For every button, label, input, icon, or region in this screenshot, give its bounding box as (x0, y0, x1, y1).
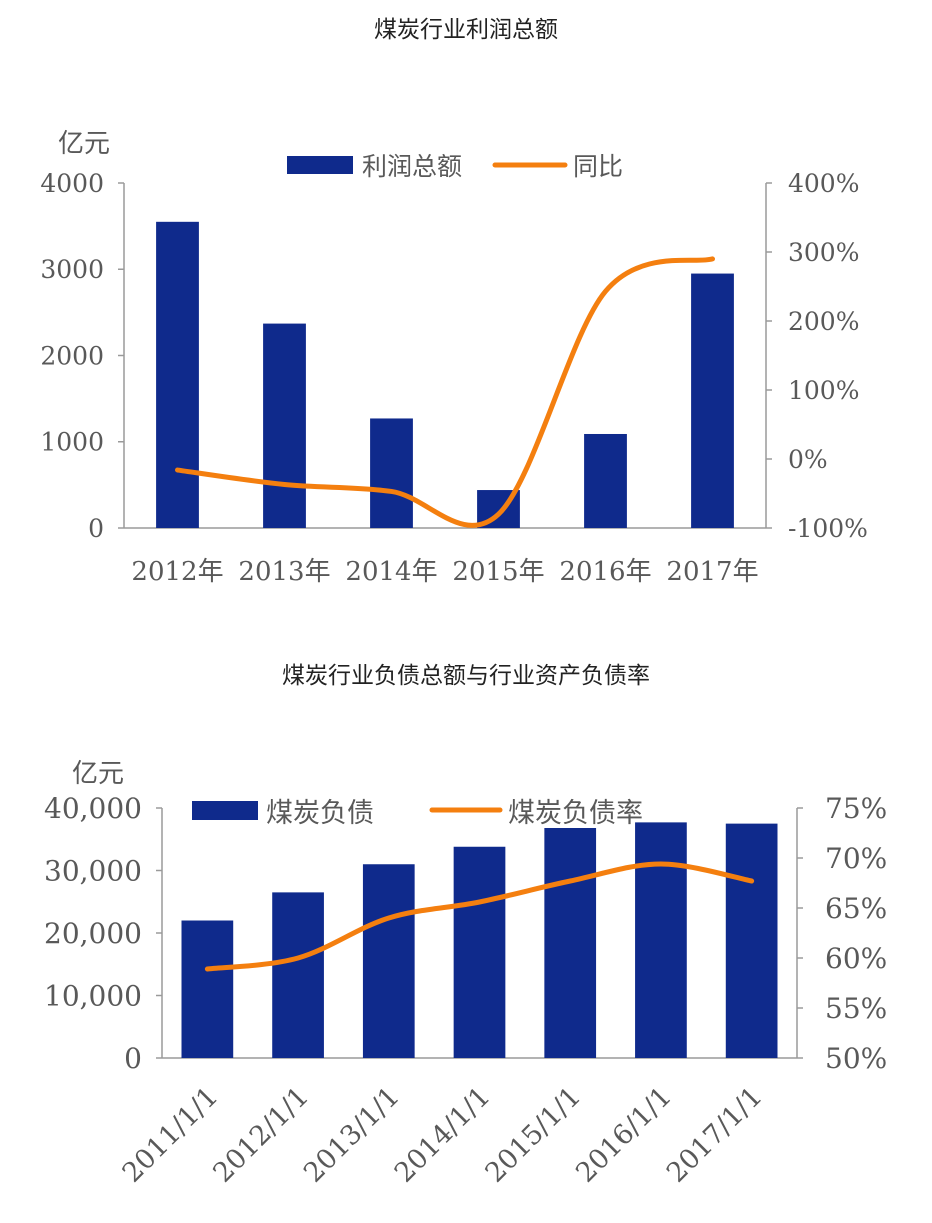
bar (272, 892, 324, 1058)
legend-bar-label: 利润总额 (362, 152, 462, 181)
legend-bar-swatch (192, 801, 258, 820)
right-tick-label: 400% (788, 169, 859, 198)
left-tick-label: 0 (88, 514, 104, 543)
x-tick-label: 2012/1/1 (207, 1081, 315, 1189)
x-tick-label: 2014/1/1 (389, 1081, 497, 1189)
chart-2-legend: 煤炭负债 煤炭负债率 (192, 798, 643, 829)
x-tick-label: 2017/1/1 (661, 1081, 769, 1189)
right-tick-label: 70% (825, 842, 887, 875)
bar (584, 433, 627, 528)
legend-bar-label: 煤炭负债 (266, 798, 374, 829)
bar (691, 273, 734, 528)
chart-1-title: 煤炭行业利润总额 (374, 17, 558, 43)
right-tick-label: -100% (788, 514, 868, 543)
chart-1-growth-line (175, 256, 715, 528)
bar (725, 823, 778, 1058)
chart-2-x-labels: 2011/1/12012/1/12013/1/12014/1/12015/1/1… (117, 1081, 769, 1189)
chart-1-right-ticks: 400% 300% 200% 100% 0% -100% (766, 169, 868, 543)
left-tick-label: 0 (124, 1042, 142, 1075)
legend-line-label: 煤炭负债率 (508, 798, 643, 829)
legend-line-label: 同比 (573, 152, 623, 181)
x-tick-label: 2015/1/1 (479, 1081, 587, 1189)
left-tick-label: 3000 (40, 255, 104, 284)
right-tick-label: 300% (788, 238, 859, 267)
x-tick-label: 2012年 (131, 557, 223, 587)
x-tick-label: 2014年 (345, 557, 437, 587)
left-tick-label: 4000 (40, 169, 104, 198)
x-tick-label: 2017年 (666, 557, 758, 587)
bar (263, 323, 306, 528)
chart-1-legend: 利润总额 同比 (287, 152, 623, 181)
bar (544, 828, 597, 1058)
x-tick-label: 2016年 (559, 557, 651, 587)
left-tick-label: 10,000 (44, 979, 142, 1012)
right-tick-label: 55% (825, 992, 887, 1025)
chart-1-bars (156, 221, 734, 528)
left-tick-label: 1000 (40, 428, 104, 457)
right-tick-label: 60% (825, 942, 887, 975)
chart-2-ratio-line (204, 861, 755, 972)
left-tick-label: 20,000 (44, 917, 142, 950)
right-tick-label: 100% (788, 376, 859, 405)
bar (370, 418, 413, 528)
chart-2-right-ticks: 75% 70% 65% 60% 55% 50% (797, 792, 887, 1075)
x-tick-label: 2013/1/1 (298, 1081, 406, 1189)
bar (453, 846, 506, 1058)
right-tick-label: 200% (788, 307, 859, 336)
x-tick-label: 2016/1/1 (570, 1081, 678, 1189)
right-tick-label: 75% (825, 792, 887, 825)
bar (181, 920, 234, 1058)
bar (156, 221, 199, 528)
left-tick-label: 2000 (40, 341, 104, 370)
right-tick-label: 65% (825, 892, 887, 925)
left-tick-label: 30,000 (44, 854, 142, 887)
legend-bar-swatch (287, 156, 353, 174)
chart-1-x-labels: 2012年 2013年 2014年 2015年 2016年 2017年 (131, 557, 758, 587)
left-tick-label: 40,000 (44, 792, 142, 825)
x-tick-label: 2015年 (452, 557, 544, 587)
right-tick-label: 0% (788, 445, 828, 474)
bar (362, 864, 415, 1058)
chart-2-title: 煤炭行业负债总额与行业资产负债率 (282, 663, 650, 689)
x-tick-label: 2011/1/1 (117, 1081, 225, 1189)
right-tick-label: 50% (825, 1042, 887, 1075)
chart-1-unit-label: 亿元 (58, 129, 110, 159)
bar (635, 822, 687, 1058)
chart-1-left-ticks: 4000 3000 2000 1000 0 (40, 169, 124, 543)
profit-chart: 亿元 4000 3000 2000 1000 0 400% 300% 200% 100% 0% -… (40, 129, 868, 587)
chart-2-unit-label: 亿元 (72, 759, 124, 789)
chart-2-left-ticks: 40,000 30,000 20,000 10,000 0 (44, 792, 162, 1075)
chart-2-bars (181, 822, 778, 1058)
x-tick-label: 2013年 (238, 557, 330, 587)
